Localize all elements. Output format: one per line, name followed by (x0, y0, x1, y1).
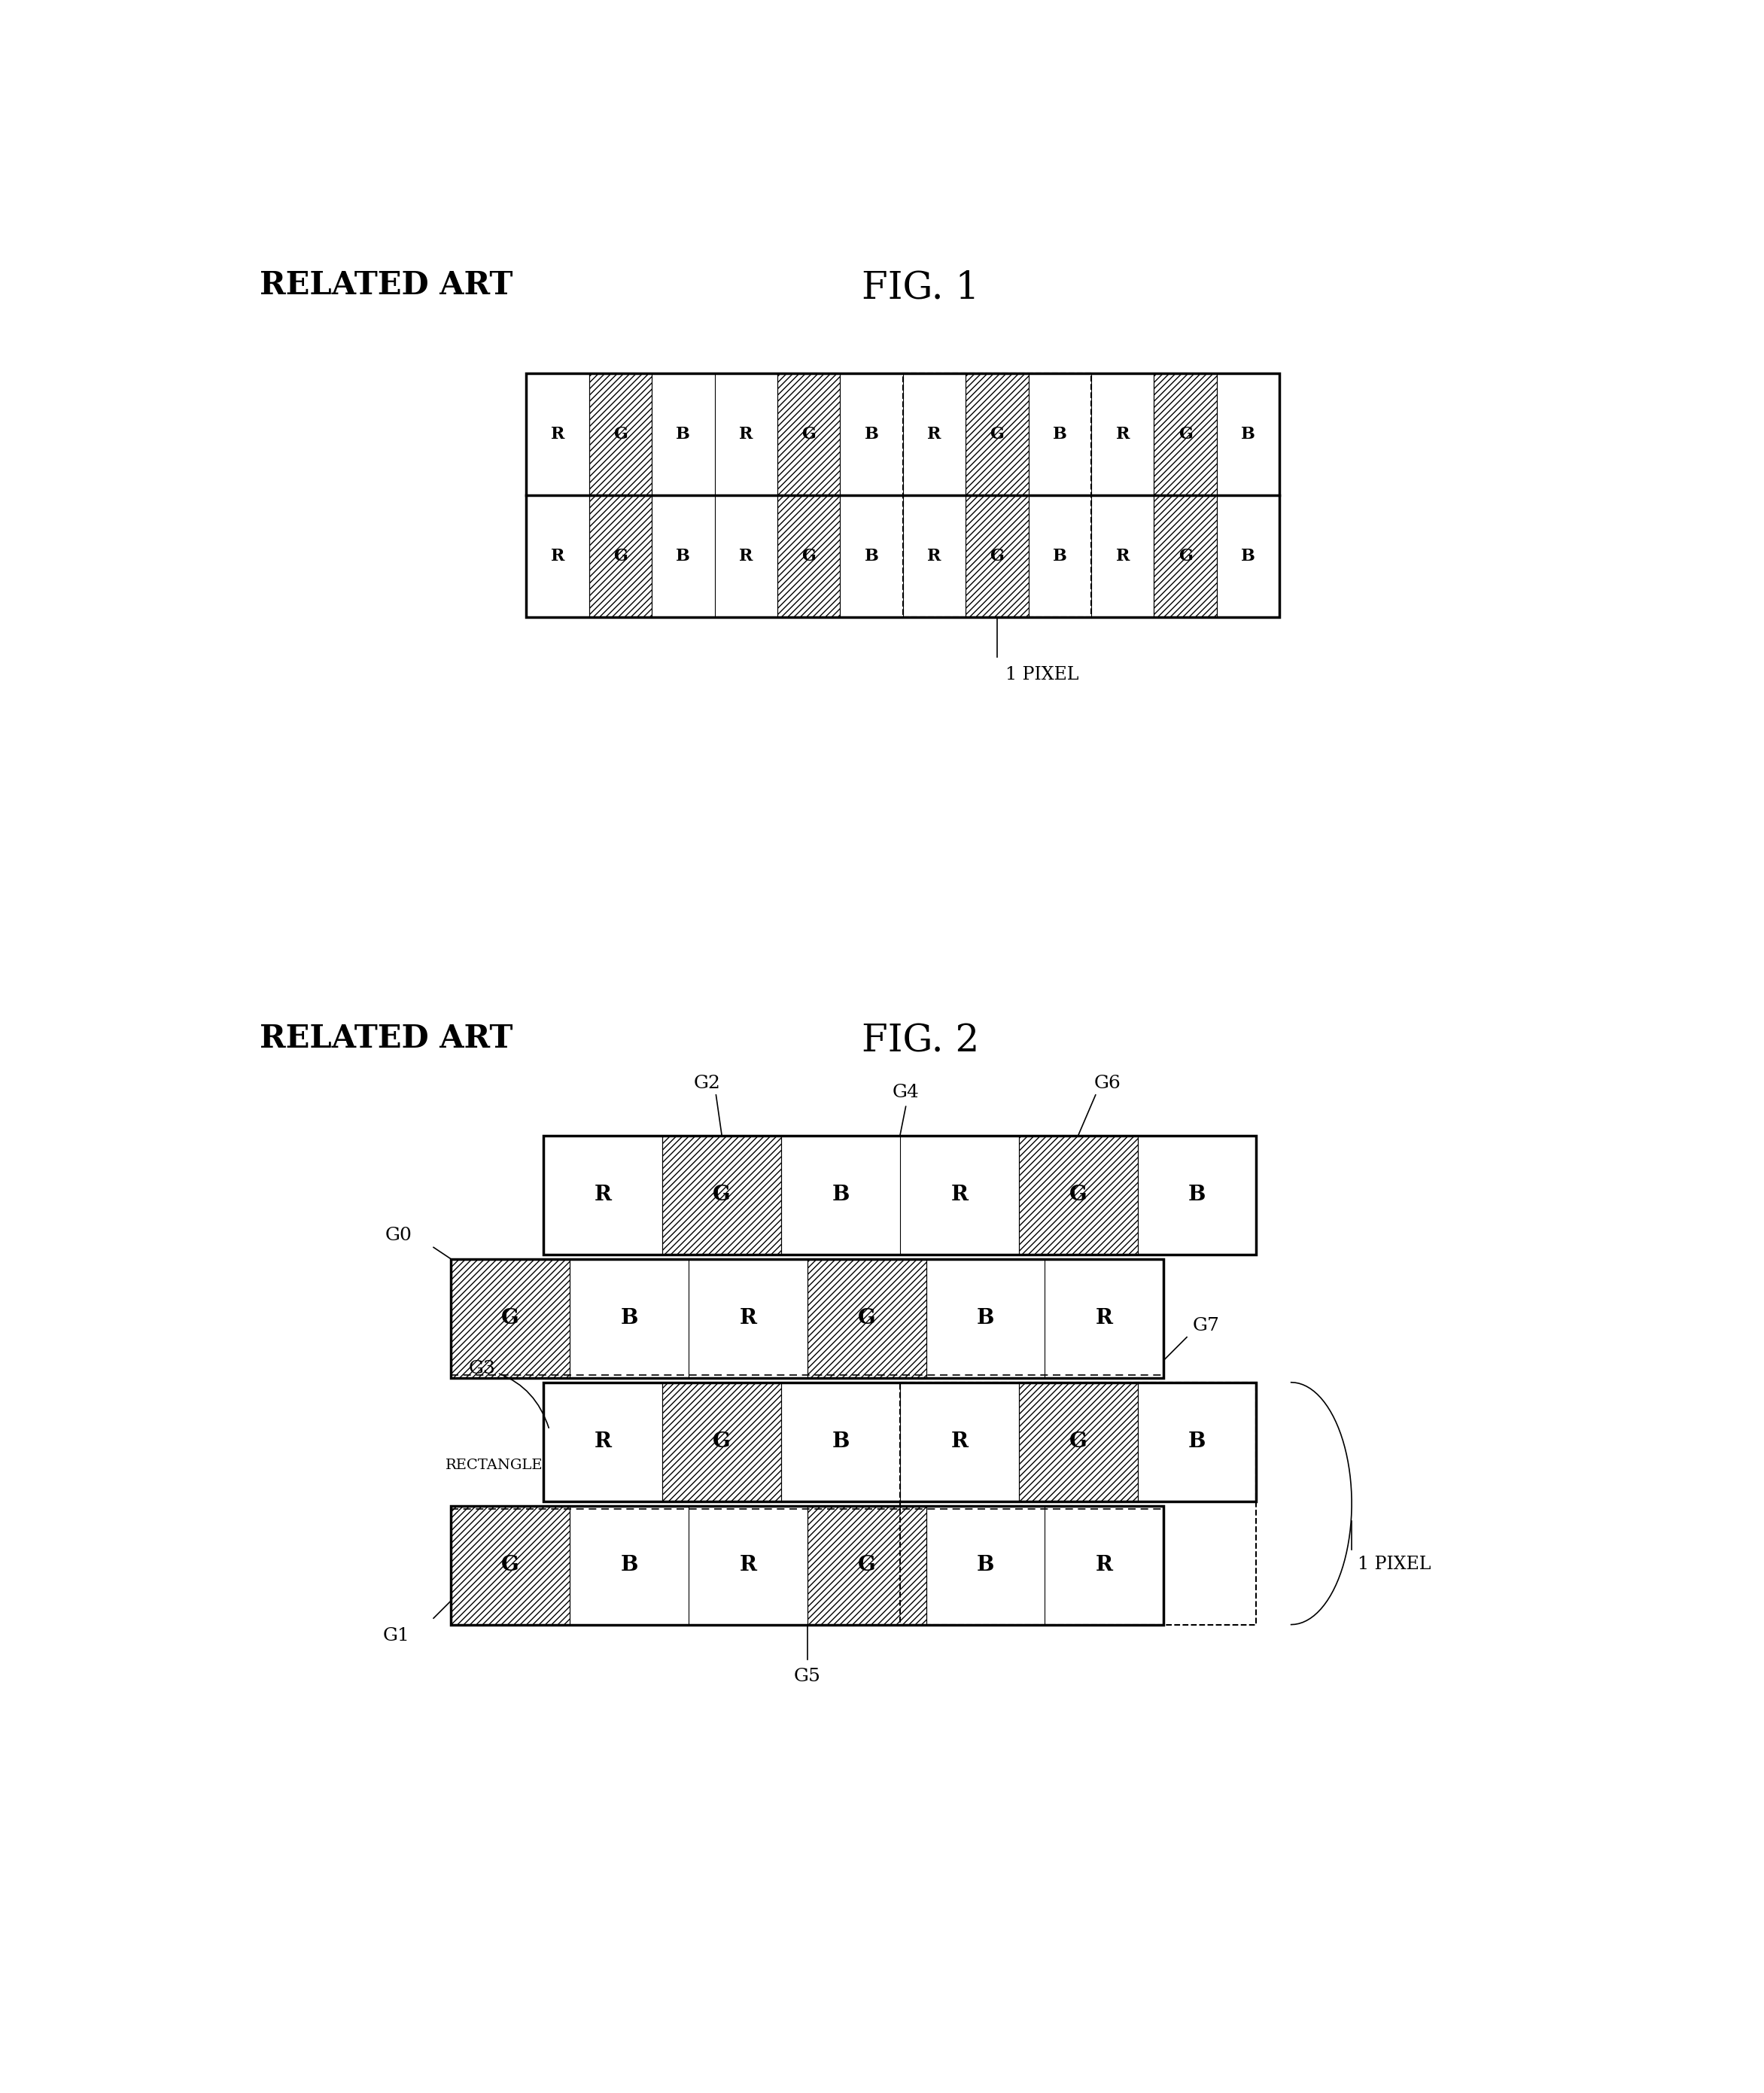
Text: R: R (739, 548, 753, 565)
Bar (778, 373, 840, 496)
Bar (900, 1381, 1256, 1624)
Text: R: R (594, 1185, 612, 1206)
Text: G: G (1178, 427, 1192, 442)
Text: G: G (857, 1308, 875, 1329)
Text: R: R (739, 427, 753, 442)
Bar (663, 1136, 781, 1254)
Text: G: G (857, 1555, 875, 1576)
Text: R: R (550, 548, 564, 565)
Bar (1154, 496, 1217, 617)
Text: R: R (739, 1308, 757, 1329)
Text: B: B (621, 1555, 639, 1576)
Text: R: R (594, 1432, 612, 1453)
Text: RELATED ART: RELATED ART (259, 1023, 513, 1055)
Bar (1154, 373, 1217, 496)
Text: G: G (501, 1555, 519, 1576)
Text: R: R (1095, 1555, 1113, 1576)
Text: B: B (977, 1555, 995, 1576)
Text: G3: G3 (467, 1360, 549, 1427)
Text: B: B (1053, 548, 1067, 565)
Text: B: B (1189, 1432, 1207, 1453)
Text: R: R (928, 548, 942, 565)
Text: B: B (864, 548, 878, 565)
Text: B: B (1242, 427, 1256, 442)
Text: B: B (1242, 548, 1256, 565)
Bar (543, 1136, 1256, 1254)
Bar (965, 373, 1028, 496)
Text: B: B (676, 548, 690, 565)
Text: G: G (713, 1185, 730, 1206)
Bar (452, 1505, 570, 1624)
Text: G: G (614, 548, 628, 565)
Text: RELATED ART: RELATED ART (259, 270, 513, 301)
Text: B: B (833, 1432, 850, 1453)
Bar (452, 1505, 1164, 1624)
Bar (808, 1258, 926, 1377)
Text: B: B (1053, 427, 1067, 442)
Bar (1020, 1381, 1138, 1501)
Text: G: G (990, 548, 1004, 565)
Text: R: R (1095, 1308, 1113, 1329)
Text: R: R (550, 427, 564, 442)
Text: G0: G0 (385, 1226, 413, 1245)
Text: B: B (977, 1308, 995, 1329)
Bar (778, 496, 840, 617)
Text: R: R (951, 1185, 968, 1206)
Text: G: G (801, 427, 815, 442)
Text: R: R (739, 1555, 757, 1576)
Text: R: R (928, 427, 942, 442)
Bar (1020, 1136, 1138, 1254)
Text: G: G (713, 1432, 730, 1453)
Text: FIG. 1: FIG. 1 (861, 270, 979, 306)
Bar (663, 1381, 781, 1501)
Text: FIG. 2: FIG. 2 (861, 1023, 979, 1059)
Bar (808, 1505, 926, 1624)
Text: G: G (1178, 548, 1192, 565)
Text: G: G (990, 427, 1004, 442)
Text: G7: G7 (1192, 1316, 1219, 1333)
Text: B: B (676, 427, 690, 442)
Text: G: G (1069, 1185, 1087, 1206)
Bar (965, 496, 1028, 617)
Bar (452, 1258, 570, 1377)
Bar (589, 373, 651, 496)
Bar (543, 1381, 1256, 1501)
Text: RECTANGLE: RECTANGLE (445, 1459, 543, 1471)
Bar (903, 373, 1092, 617)
Text: B: B (621, 1308, 639, 1329)
Text: 1 PIXEL: 1 PIXEL (1358, 1555, 1431, 1574)
Text: B: B (1189, 1185, 1207, 1206)
Text: G6: G6 (1094, 1074, 1120, 1093)
Bar (452, 1258, 1164, 1377)
Text: G5: G5 (794, 1668, 820, 1685)
Text: 1 PIXEL: 1 PIXEL (1005, 666, 1080, 684)
Text: G: G (801, 548, 815, 565)
Text: B: B (833, 1185, 850, 1206)
Text: G2: G2 (693, 1074, 721, 1093)
Text: G1: G1 (383, 1626, 409, 1645)
Text: R: R (1115, 548, 1129, 565)
Text: R: R (951, 1432, 968, 1453)
Text: G: G (614, 427, 628, 442)
Text: G4: G4 (893, 1084, 919, 1101)
Text: G: G (1069, 1432, 1087, 1453)
Text: G: G (501, 1308, 519, 1329)
Bar (589, 496, 651, 617)
Bar (526, 373, 1279, 617)
Text: B: B (864, 427, 878, 442)
Text: R: R (1115, 427, 1129, 442)
